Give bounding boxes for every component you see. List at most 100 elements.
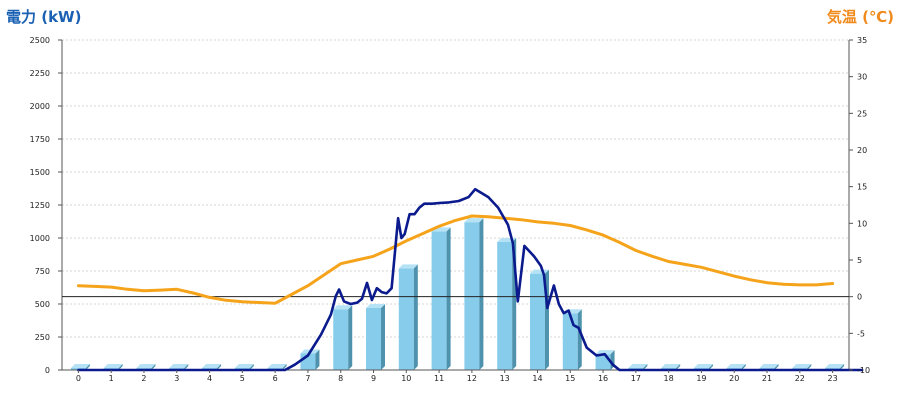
x-tick-label: 18 [664, 374, 674, 383]
left-tick-label: 0 [45, 366, 50, 375]
x-tick-label: 4 [207, 374, 212, 383]
bar-top [202, 364, 222, 369]
left-tick-label: 500 [35, 300, 50, 309]
left-tick-label: 1000 [30, 234, 50, 243]
line-series [76, 187, 864, 372]
bar-front [562, 313, 578, 370]
bar-top [136, 364, 156, 369]
left-tick-label: 2250 [30, 69, 50, 78]
bar-side [643, 364, 648, 370]
left-tick-label: 2500 [30, 36, 50, 45]
bar-series [70, 218, 845, 370]
left-tick-label: 2000 [30, 102, 50, 111]
x-tick-label: 8 [338, 374, 343, 383]
bar-side [774, 364, 779, 370]
bar-side [413, 264, 418, 370]
x-tick-label: 11 [434, 374, 444, 383]
bar-side [249, 364, 254, 370]
bar-top [825, 364, 845, 369]
bar-side [676, 364, 681, 370]
bar-front [464, 222, 480, 370]
gridlines [62, 39, 849, 338]
bar-top [661, 364, 681, 369]
bar-top [333, 305, 353, 310]
x-tick-label: 22 [795, 374, 805, 383]
right-tick-label: 0 [857, 293, 862, 302]
bar-side [479, 218, 484, 370]
bar-top [595, 350, 615, 355]
bar-side [381, 303, 386, 370]
right-tick-label: 30 [857, 73, 867, 82]
bar-top [693, 364, 713, 369]
left-tick-label: 250 [35, 333, 50, 342]
x-tick-label: 0 [76, 374, 81, 383]
bar-top [759, 364, 779, 369]
bar-side [577, 309, 582, 370]
right-tick-label: 5 [857, 256, 862, 265]
x-tick-label: 20 [729, 374, 739, 383]
bar-front [366, 307, 382, 370]
bar-11 [431, 227, 451, 370]
left-tick-label: 1500 [30, 168, 50, 177]
bar-top [169, 364, 189, 369]
chart-title-left: 電力 (kW) [6, 8, 81, 26]
x-tick-label: 9 [371, 374, 376, 383]
bar-top [464, 218, 484, 223]
right-tick-label: 15 [857, 183, 867, 192]
temperature-line [76, 214, 835, 305]
left-axis-ticks: 0 250 500 750 1000 1250 1500 1750 2000 2250 2500 [30, 36, 62, 375]
x-tick-label: 14 [532, 374, 542, 383]
left-tick-label: 750 [35, 267, 50, 276]
bar-side [315, 349, 320, 370]
x-tick-label: 3 [174, 374, 179, 383]
bar-8 [333, 305, 353, 370]
right-tick-label: 20 [857, 146, 867, 155]
x-tick-label: 7 [305, 374, 310, 383]
x-tick-label: 16 [598, 374, 608, 383]
bar-side [151, 364, 156, 370]
bar-top [366, 303, 386, 308]
x-tick-label: 17 [631, 374, 641, 383]
right-tick-label: 25 [857, 109, 867, 118]
bar-top [70, 364, 90, 369]
x-tick-label: 13 [500, 374, 510, 383]
right-tick-label: -5 [857, 329, 865, 338]
bar-side [282, 364, 287, 370]
right-tick-label: 35 [857, 36, 867, 45]
bar-front [529, 273, 545, 370]
x-axis-ticks: 0 1 2 3 4 5 6 7 8 9 10 11 12 13 14 15 16 17 18 19 20 21 22 23 [76, 370, 838, 383]
x-tick-label: 15 [565, 374, 575, 383]
x-tick-label: 10 [401, 374, 411, 383]
bar-side [708, 364, 713, 370]
right-tick-label: -10 [857, 366, 870, 375]
right-axis-ticks: -10 -5 0 5 10 15 20 25 30 35 [849, 36, 870, 375]
left-tick-label: 1750 [30, 135, 50, 144]
x-tick-label: 19 [696, 374, 706, 383]
x-tick-label: 1 [109, 374, 114, 383]
power-line [77, 187, 864, 372]
x-tick-label: 5 [240, 374, 245, 383]
x-tick-label: 21 [762, 374, 772, 383]
x-tick-label: 12 [467, 374, 477, 383]
right-tick-label: 10 [857, 219, 867, 228]
bar-top [726, 364, 746, 369]
bar-front [398, 268, 414, 370]
bar-side [807, 364, 812, 370]
bar-9 [366, 303, 386, 370]
bar-front [333, 309, 349, 370]
bar-side [741, 364, 746, 370]
bar-top [792, 364, 812, 369]
bar-side [348, 305, 353, 370]
bar-12 [464, 218, 484, 370]
bar-front [497, 241, 513, 370]
bar-top [267, 364, 287, 369]
bar-side [118, 364, 123, 370]
bar-top [398, 264, 418, 269]
bar-side [184, 364, 189, 370]
bar-side [217, 364, 222, 370]
bar-side [840, 364, 845, 370]
chart-title-right: 気温 (℃) [827, 8, 894, 26]
bar-top [234, 364, 254, 369]
bar-front [431, 231, 447, 370]
